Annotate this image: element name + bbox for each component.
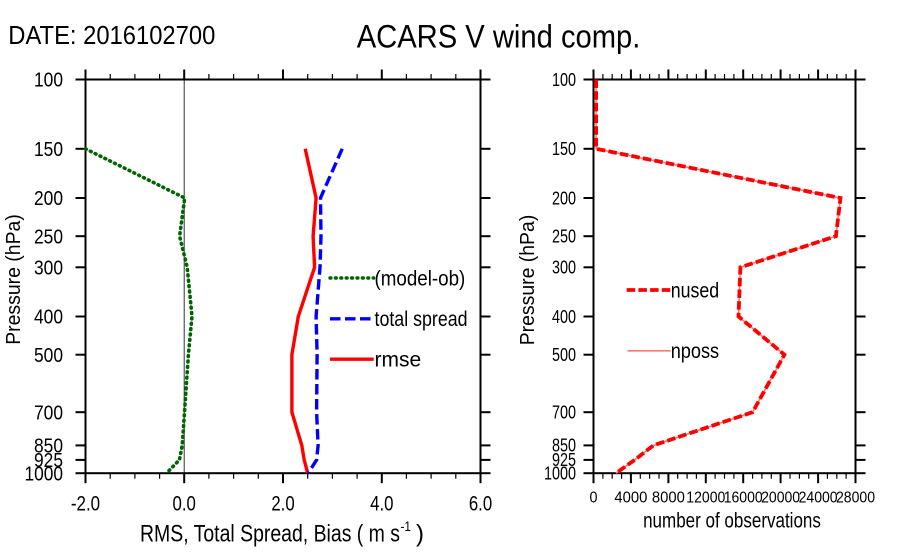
svg-text:RMS, Total Spread, Bias ( m s: RMS, Total Spread, Bias ( m s [140, 520, 400, 547]
svg-text:1000: 1000 [544, 464, 576, 484]
svg-text:number of observations: number of observations [643, 509, 821, 532]
svg-text:1000: 1000 [25, 462, 64, 485]
svg-text:250: 250 [552, 227, 576, 247]
svg-text:100: 100 [552, 70, 576, 90]
svg-text:24000: 24000 [799, 490, 838, 507]
svg-text:4.0: 4.0 [370, 491, 393, 515]
svg-text:nposs: nposs [671, 340, 719, 363]
svg-text:400: 400 [34, 306, 63, 329]
svg-text:8000: 8000 [652, 490, 685, 507]
svg-text:12000: 12000 [686, 490, 725, 507]
svg-text:200: 200 [34, 187, 63, 210]
svg-text:total spread: total spread [375, 308, 468, 331]
svg-text:-1: -1 [401, 518, 412, 534]
svg-text:rmse: rmse [375, 349, 422, 372]
svg-text:150: 150 [552, 139, 576, 159]
svg-text:500: 500 [34, 344, 63, 367]
svg-text:400: 400 [552, 307, 576, 327]
svg-text:700: 700 [552, 403, 576, 423]
svg-text:20000: 20000 [761, 490, 800, 507]
svg-text:): ) [416, 520, 424, 547]
svg-text:4000: 4000 [614, 490, 647, 507]
svg-text:2.0: 2.0 [271, 491, 294, 515]
svg-text:Pressure (hPa): Pressure (hPa) [517, 215, 539, 346]
svg-text:6.0: 6.0 [469, 491, 492, 515]
svg-text:nused: nused [671, 279, 719, 302]
svg-text:300: 300 [34, 256, 63, 279]
svg-text:ACARS V wind comp.: ACARS V wind comp. [357, 19, 641, 55]
svg-text:200: 200 [552, 188, 576, 208]
svg-text:250: 250 [34, 225, 63, 248]
svg-text:16000: 16000 [724, 490, 763, 507]
svg-text:925: 925 [34, 449, 63, 472]
svg-text:500: 500 [552, 345, 576, 365]
svg-text:925: 925 [552, 450, 576, 470]
svg-text:-2.0: -2.0 [71, 491, 100, 515]
svg-text:700: 700 [34, 401, 63, 424]
svg-text:0: 0 [590, 490, 598, 507]
svg-text:300: 300 [552, 258, 576, 278]
svg-text:28000: 28000 [836, 490, 875, 507]
svg-text:850: 850 [552, 436, 576, 456]
svg-text:Pressure (hPa): Pressure (hPa) [3, 214, 25, 345]
svg-text:850: 850 [34, 435, 63, 458]
svg-text:DATE: 2016102700: DATE: 2016102700 [8, 20, 215, 50]
svg-text:100: 100 [34, 69, 63, 92]
svg-text:150: 150 [34, 138, 63, 161]
svg-text:0.0: 0.0 [173, 491, 196, 515]
svg-text:(model-ob): (model-ob) [375, 267, 466, 290]
